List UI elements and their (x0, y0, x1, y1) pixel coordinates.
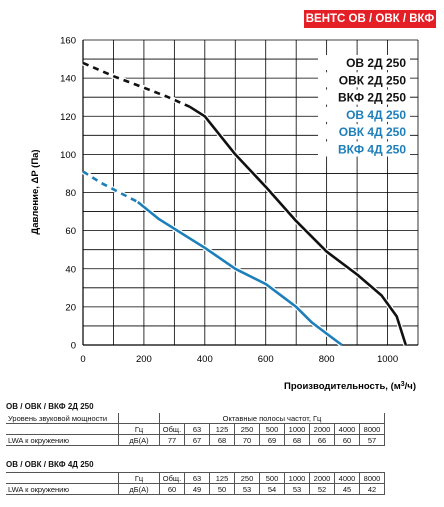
table-row: Гц Общ. 63 125 250 500 1000 2000 4000 80… (6, 423, 385, 435)
legend-entry: ОВ 2Д 250 (346, 56, 406, 70)
table-cell: 42 (359, 483, 385, 495)
legend-entry: ОВК 4Д 250 (339, 125, 407, 139)
table-cell: 500 (259, 423, 285, 435)
y-tick-label: 120 (60, 112, 76, 123)
x-tick-label: 200 (136, 354, 152, 365)
sound-table-4d: Гц Общ. 63 125 250 500 1000 2000 4000 80… (6, 472, 385, 495)
legend-bg (318, 55, 410, 70)
y-tick-label: 140 (60, 74, 76, 85)
x-tick-label: 800 (319, 354, 335, 365)
table-cell: 60 (334, 434, 360, 446)
legend-bg (318, 72, 410, 88)
table-cell: 52 (309, 483, 335, 495)
table-cell: 54 (259, 483, 285, 495)
table-cell: 2000 (309, 472, 335, 484)
curve-solid-3 (136, 200, 343, 347)
y-tick-label: 60 (65, 226, 76, 237)
x-tick-labels: 0 200 400 600 800 1000 (80, 354, 398, 365)
x-axis-label: Производительность, (м3/ч) (284, 381, 416, 392)
series-badge: ВЕНТС ОВ / ОВК / ВКФ (304, 10, 436, 28)
table-cell: 1000 (284, 423, 310, 435)
table-row: LWA к окружению дБ(А) 60 49 50 53 54 53 … (6, 483, 385, 495)
x-tick-label: 1000 (377, 354, 398, 365)
table-cell: Гц (118, 472, 160, 484)
table-cell (6, 423, 119, 435)
table-cell: 70 (234, 434, 260, 446)
table-cell: Октавные полосы частот, Гц (159, 413, 385, 424)
table2-title: ОВ / ОВК / ВКФ 4Д 250 (6, 460, 94, 469)
legend-bg (318, 141, 410, 157)
table-cell: Гц (118, 423, 160, 435)
table-cell: дБ(А) (118, 434, 160, 446)
x-tick-label: 0 (80, 354, 85, 365)
curve-solid-0 (188, 105, 408, 346)
table-row: LWA к окружению дБ(А) 77 67 68 70 69 68 … (6, 434, 385, 446)
table-cell (118, 413, 160, 424)
table-cell: 8000 (359, 472, 385, 484)
legend-entry: ВКФ 2Д 250 (338, 91, 406, 105)
curve-dashed-0 (82, 61, 191, 108)
table-cell: LWA к окружению (6, 483, 119, 495)
table-cell: 250 (234, 423, 260, 435)
y-tick-label: 160 (60, 36, 76, 47)
legend-bg (318, 106, 410, 122)
table-cell: Общ. (159, 423, 185, 435)
table-cell: 63 (184, 472, 210, 484)
table-cell: 53 (234, 483, 260, 495)
table-cell: 500 (259, 472, 285, 484)
legend-bg (318, 89, 410, 105)
table-cell: 4000 (334, 423, 360, 435)
x-tick-label: 600 (258, 354, 274, 365)
table-cell: дБ(А) (118, 483, 160, 495)
table-cell: 49 (184, 483, 210, 495)
table-cell: Общ. (159, 472, 185, 484)
curve-halo (81, 169, 344, 348)
table-cell: 1000 (284, 472, 310, 484)
table-cell: 2000 (309, 423, 335, 435)
sound-table-2d: Уровень звуковой мощности Октавные полос… (6, 413, 385, 446)
table-cell: 67 (184, 434, 210, 446)
table-cell: 57 (359, 434, 385, 446)
chart-curves (81, 60, 409, 348)
table-cell: 50 (209, 483, 235, 495)
chart-legend: ОВ 2Д 250 ОВК 2Д 250 ВКФ 2Д 250 ОВ 4Д 250 ОВ… (318, 55, 410, 157)
table-cell: 125 (209, 423, 235, 435)
legend-bg (318, 124, 410, 140)
table-cell: 66 (309, 434, 335, 446)
legend-entry: ОВ 4Д 250 (346, 108, 406, 122)
legend-entry: ВКФ 4Д 250 (338, 143, 406, 157)
table-cell: 63 (184, 423, 210, 435)
y-tick-label: 40 (65, 264, 76, 275)
table-cell: 125 (209, 472, 235, 484)
table-row: Уровень звуковой мощности Октавные полос… (6, 413, 385, 424)
table1-title: ОВ / ОВК / ВКФ 2Д 250 (6, 402, 94, 411)
y-tick-label: 20 (65, 302, 76, 313)
table-cell: 60 (159, 483, 185, 495)
y-tick-label: 80 (65, 188, 76, 199)
legend-entry: ОВК 2Д 250 (339, 73, 407, 87)
table-cell: 69 (259, 434, 285, 446)
table-cell: LWA к окружению (6, 434, 119, 446)
table-cell: 68 (209, 434, 235, 446)
table-cell: 8000 (359, 423, 385, 435)
table-cell: 250 (234, 472, 260, 484)
table-cell: 53 (284, 483, 310, 495)
table-row: Гц Общ. 63 125 250 500 1000 2000 4000 80… (6, 472, 385, 484)
y-tick-labels: 0 20 40 60 80 100 120 140 160 (60, 36, 76, 352)
x-tick-label: 400 (197, 354, 213, 365)
table-cell: Уровень звуковой мощности (6, 413, 119, 424)
y-tick-label: 100 (60, 150, 76, 161)
table-cell: 68 (284, 434, 310, 446)
table-cell: 4000 (334, 472, 360, 484)
y-axis-label: Давление, ΔP (Па) (30, 149, 41, 234)
table-cell: 77 (159, 434, 185, 446)
table-cell: 45 (334, 483, 360, 495)
y-tick-label: 0 (71, 341, 76, 352)
table-cell (6, 472, 119, 484)
